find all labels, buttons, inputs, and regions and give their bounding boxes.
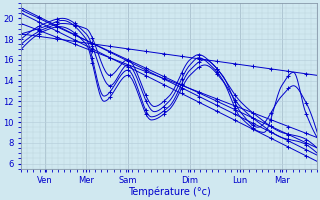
X-axis label: Température (°c): Température (°c) — [128, 187, 211, 197]
